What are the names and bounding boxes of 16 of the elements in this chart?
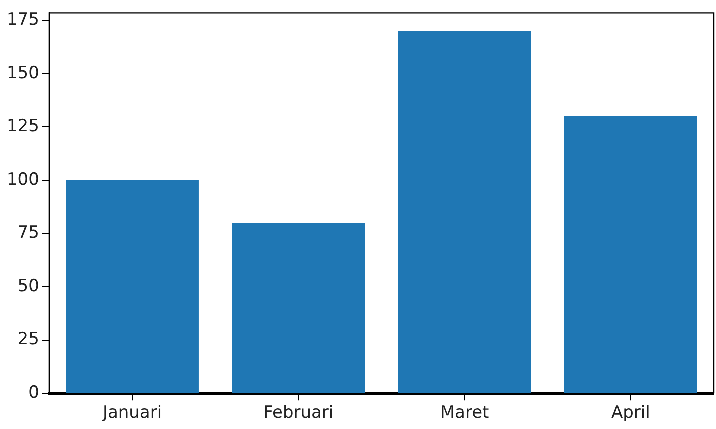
y-tick-label: 0 bbox=[28, 383, 40, 404]
y-tick-label: 175 bbox=[6, 10, 40, 30]
x-tick-label: Februari bbox=[264, 403, 334, 424]
bar bbox=[66, 180, 199, 394]
x-tick-label: Januari bbox=[102, 403, 162, 424]
bar bbox=[398, 31, 532, 394]
bar bbox=[232, 223, 366, 394]
y-tick-label: 150 bbox=[6, 63, 40, 84]
y-tick-label: 50 bbox=[18, 276, 40, 296]
x-tick-label: Maret bbox=[440, 403, 490, 424]
y-tick-label: 100 bbox=[6, 170, 40, 190]
x-tick-label: April bbox=[612, 403, 650, 424]
bar bbox=[564, 116, 698, 394]
y-tick-label: 25 bbox=[18, 330, 40, 350]
y-tick-label: 75 bbox=[18, 223, 40, 244]
y-tick-label: 125 bbox=[6, 116, 40, 137]
